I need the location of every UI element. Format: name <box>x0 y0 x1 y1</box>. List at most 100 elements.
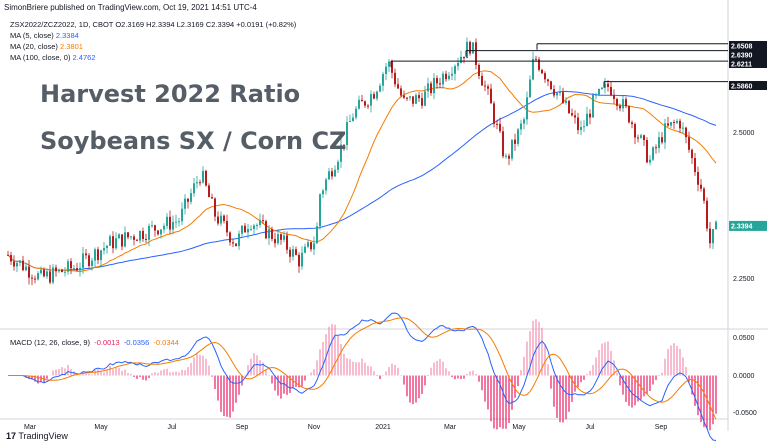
candle-body <box>259 220 261 225</box>
candle-body <box>325 179 327 191</box>
candle-body <box>79 267 81 271</box>
time-tick-label: May <box>512 424 526 431</box>
candle-body <box>19 260 21 263</box>
candle-body <box>265 221 267 239</box>
candle-body <box>88 255 90 266</box>
candle-body <box>541 69 543 74</box>
candle-body <box>571 113 573 116</box>
tradingview-logo[interactable]: 17 TradingView <box>6 431 68 441</box>
candle-body <box>556 93 558 96</box>
candle-body <box>586 113 588 127</box>
candle-body <box>439 83 441 85</box>
time-tick-label: Sep <box>236 424 249 431</box>
candle-body <box>304 246 306 253</box>
candle-body <box>505 155 507 157</box>
last-price-tag-bg <box>729 220 767 231</box>
candle-body <box>118 234 120 239</box>
time-tick-label: Nov <box>308 424 321 431</box>
macd-signal-value: -0.0344 <box>153 338 179 347</box>
candle-body <box>172 221 174 230</box>
candle-body <box>181 208 183 222</box>
candle-body <box>643 135 645 141</box>
candle-body <box>478 64 480 76</box>
candle-body <box>106 245 108 249</box>
candle-body <box>130 236 132 238</box>
candle-body <box>388 61 390 67</box>
candle-body <box>85 253 87 256</box>
candle-body <box>175 221 177 223</box>
candle-body <box>553 89 555 96</box>
ma5-legend[interactable]: MA (5, close) 2.3384 <box>10 31 79 40</box>
candle-body <box>613 95 615 100</box>
candle-body <box>676 120 678 123</box>
overlay-title-1: Harvest 2022 Ratio <box>40 80 301 108</box>
candle-body <box>211 197 213 199</box>
candle-body <box>598 89 600 95</box>
ma20-legend[interactable]: MA (20, close) 2.3801 <box>10 42 83 51</box>
ma100-legend[interactable]: MA (100, close, 0) 2.4762 <box>10 53 96 62</box>
candle-body <box>667 123 669 126</box>
candle-body <box>220 215 222 224</box>
candle-body <box>391 61 393 73</box>
time-tick-label: 2021 <box>375 424 391 431</box>
candle-body <box>466 41 468 59</box>
macd-line-value: -0.0356 <box>123 338 150 347</box>
candle-body <box>97 249 99 261</box>
candle-body <box>454 66 456 74</box>
candle-body <box>262 220 264 222</box>
candle-body <box>592 94 594 118</box>
macd-hist-value: -0.0013 <box>94 338 120 347</box>
candle-body <box>397 84 399 89</box>
candle-body <box>523 119 525 124</box>
candle-body <box>178 221 180 223</box>
ma5-value: 2.3384 <box>55 31 79 40</box>
candle-body <box>307 242 309 247</box>
candle-body <box>13 261 15 267</box>
macd-axis-label: 0.0000 <box>733 373 755 380</box>
candle-body <box>427 83 429 92</box>
candle-body <box>145 239 147 241</box>
price-tag-bg <box>729 41 767 50</box>
candle-body <box>166 216 168 227</box>
candle-body <box>193 183 195 194</box>
candle-body <box>628 106 630 123</box>
candle-body <box>376 91 378 99</box>
ma100-value: 2.4762 <box>72 53 96 62</box>
candle-body <box>70 261 72 269</box>
candle-body <box>715 221 717 230</box>
candle-body <box>688 137 690 150</box>
candle-body <box>133 236 135 240</box>
candle-body <box>268 229 270 239</box>
macd-legend[interactable]: MACD (12, 26, close, 9) -0.0013 -0.0356 … <box>10 338 179 347</box>
candle-body <box>400 88 402 96</box>
candle-body <box>547 79 549 82</box>
candle-body <box>187 198 189 202</box>
candle-body <box>127 232 129 238</box>
candle-body <box>559 92 561 94</box>
candle-body <box>124 232 126 247</box>
candle-body <box>625 99 627 107</box>
candle-body <box>517 129 519 144</box>
candle-body <box>43 269 45 277</box>
candle-body <box>382 73 384 86</box>
candle-body <box>631 122 633 125</box>
candle-body <box>424 91 426 106</box>
candle-body <box>373 94 375 99</box>
candle-body <box>418 95 420 99</box>
candle-body <box>709 228 711 244</box>
candle-body <box>532 58 534 80</box>
candle-body <box>706 200 708 229</box>
candle-body <box>595 94 597 96</box>
candle-body <box>289 249 291 257</box>
candle-body <box>301 252 303 267</box>
candle-body <box>214 198 216 217</box>
candle-body <box>355 108 357 118</box>
candle-body <box>412 96 414 104</box>
candle-body <box>538 59 540 70</box>
candle-body <box>691 149 693 158</box>
candle-body <box>364 101 366 106</box>
candles-group <box>7 37 717 286</box>
candle-body <box>274 239 276 244</box>
